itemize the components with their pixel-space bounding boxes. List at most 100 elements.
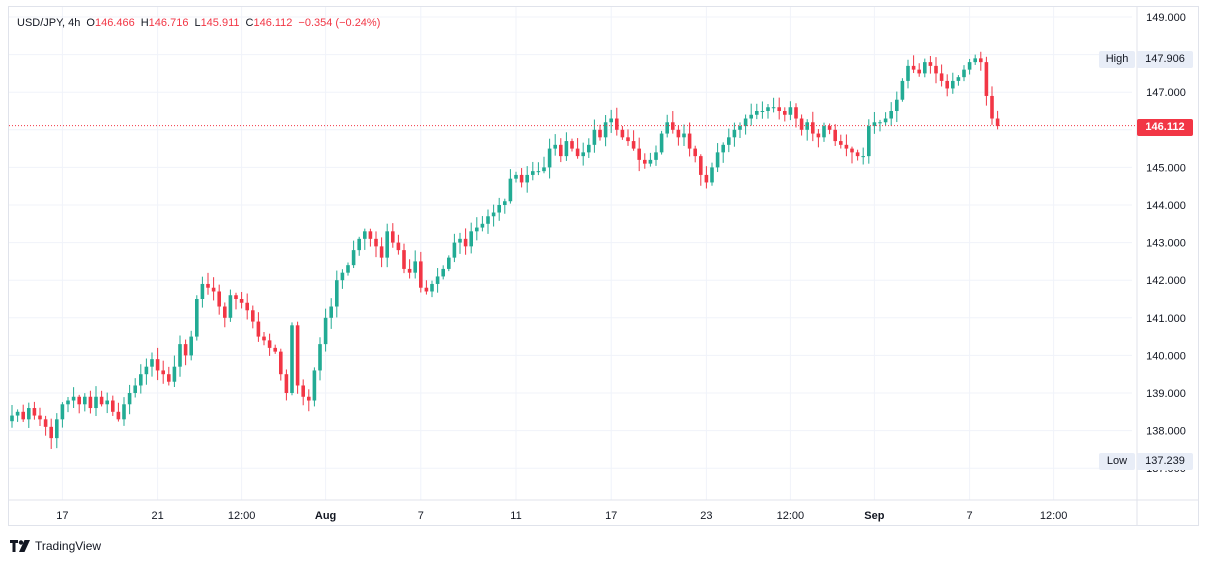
candle-body [340,272,345,281]
candle-body [491,212,496,217]
candle-body [379,246,384,258]
candle-body [273,347,277,352]
candle-body [631,141,636,149]
candle-body [967,62,972,70]
candle-body [827,126,832,130]
candle-body [323,317,328,345]
candle-body [279,351,283,375]
candle-body [419,261,423,288]
candle-body [21,411,25,420]
candle-body [519,174,524,183]
candle-body [441,268,445,277]
candle-body [385,231,389,258]
tradingview-brand[interactable]: TradingView [10,539,101,553]
candle-body [676,129,681,138]
x-tick-label: 7 [967,510,973,522]
candle-body [469,231,473,247]
candle-body [900,80,905,100]
symbol-label: USD/JPY, 4h [17,17,81,29]
candle-body [799,118,804,130]
candle-body [620,129,625,138]
candle-body [643,159,647,164]
x-tick-label: 12:00 [1040,510,1068,522]
candle-body [738,126,742,130]
candle-body [581,152,585,157]
candle-body [167,374,171,382]
high-marker-value: 147.906 [1137,51,1193,68]
candle-body [256,321,261,337]
candle-body [55,419,59,439]
candle-body [407,268,412,273]
candle-body [687,133,692,149]
y-tick-label: 138.000 [1146,426,1186,438]
candle-body [934,65,938,74]
candle-body [430,283,434,292]
candle-body [928,62,933,66]
candle-body [60,404,65,420]
candle-body [211,287,216,292]
candle-body [99,396,104,405]
open-key: O [86,17,95,29]
candle-body [816,133,821,138]
candle-body [475,227,479,232]
candle-body [973,58,977,63]
candle-body [346,265,350,273]
candle-body [990,95,994,119]
low-key: L [194,17,201,29]
candle-body [693,148,697,157]
candle-body [49,426,53,439]
candle-body [88,396,93,409]
candle-body [956,77,961,81]
candle-body [542,167,546,172]
chart-frame [8,6,1199,526]
candle-body [682,133,686,138]
candle-body [895,99,899,111]
candle-body [979,58,983,63]
candle-body [727,137,731,145]
candle-body [200,283,205,299]
candle-body [295,325,300,386]
candle-body [32,408,37,416]
candle-body [301,385,305,397]
candle-body [598,129,602,138]
close-value: 146.112 [253,17,293,29]
candle-body [458,238,462,243]
candle-body [872,122,877,127]
candle-body [531,171,535,175]
y-tick-label: 145.000 [1146,162,1186,174]
candle-body [116,411,121,420]
candle-body [480,223,485,228]
candle-body [592,129,597,145]
candle-body [855,152,860,157]
y-tick-label: 149.000 [1146,12,1186,24]
candle-body [861,156,865,158]
candle-body [267,340,272,348]
low-marker-value: 137.239 [1137,453,1193,470]
candle-body [133,385,137,393]
candle-body [396,242,401,251]
candle-body [239,299,244,303]
candle-body [704,174,709,183]
candle-body [911,65,916,70]
candle-body [547,148,552,168]
candle-body [15,411,20,416]
candle-body [839,141,843,145]
candle-body [71,396,76,401]
candle-body [715,152,720,168]
candle-body [525,174,529,183]
candle-body [329,306,333,318]
y-tick-label: 147.000 [1146,87,1186,99]
candle-body [699,156,703,175]
candle-body [245,302,249,311]
candle-body [878,122,882,124]
candle-body [917,69,921,74]
candle-body [83,396,87,405]
candle-body [508,178,513,202]
candle-body [906,65,910,81]
candle-body [290,325,294,393]
candle-body [284,374,289,393]
candle-body [178,344,182,367]
candle-body [575,148,580,157]
high-value: 146.716 [148,17,189,29]
